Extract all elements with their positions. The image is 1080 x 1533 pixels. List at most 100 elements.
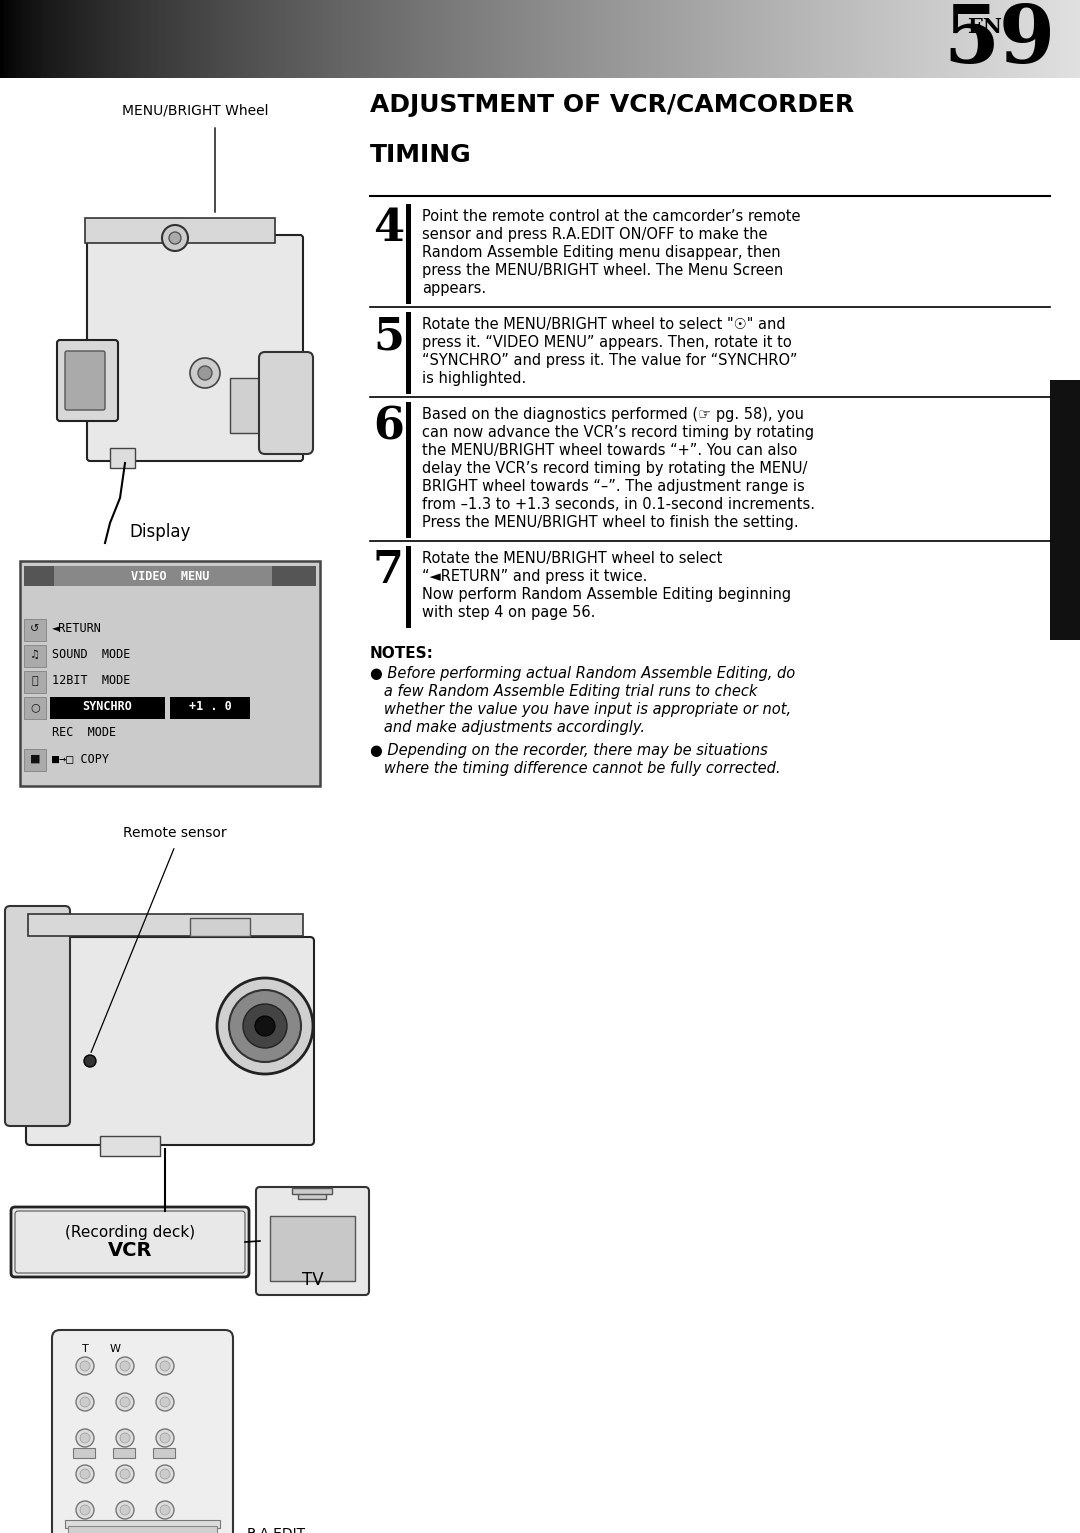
Bar xyxy=(419,0,421,78)
Bar xyxy=(143,0,146,78)
Bar xyxy=(468,0,470,78)
Bar xyxy=(190,918,249,937)
Bar xyxy=(175,0,178,78)
Bar xyxy=(227,0,229,78)
Text: 12BIT  MODE: 12BIT MODE xyxy=(52,675,131,687)
Bar xyxy=(751,0,754,78)
Bar xyxy=(513,0,516,78)
Bar xyxy=(1024,0,1026,78)
Bar xyxy=(572,0,576,78)
Circle shape xyxy=(80,1433,90,1443)
Bar xyxy=(700,0,702,78)
Text: ♫: ♫ xyxy=(30,650,40,661)
Bar xyxy=(607,0,610,78)
Bar xyxy=(886,0,888,78)
Bar xyxy=(281,0,283,78)
Bar xyxy=(729,0,732,78)
Bar xyxy=(164,0,167,78)
Bar xyxy=(524,0,527,78)
Bar xyxy=(732,0,734,78)
Text: W: W xyxy=(109,1344,121,1354)
Bar xyxy=(635,0,637,78)
Bar xyxy=(151,0,154,78)
Bar xyxy=(21,561,320,786)
Bar xyxy=(988,0,991,78)
Bar xyxy=(484,0,486,78)
Bar xyxy=(562,0,564,78)
Bar xyxy=(672,0,675,78)
Bar xyxy=(486,0,488,78)
Bar xyxy=(1058,0,1061,78)
Bar xyxy=(689,0,691,78)
Circle shape xyxy=(120,1397,130,1407)
Text: SYNCHRO: SYNCHRO xyxy=(82,701,132,713)
Bar xyxy=(907,0,909,78)
Bar xyxy=(659,0,661,78)
Bar xyxy=(170,698,249,719)
Bar xyxy=(85,218,275,244)
Bar xyxy=(52,0,54,78)
Bar xyxy=(197,0,200,78)
Bar xyxy=(389,0,391,78)
Bar xyxy=(786,0,788,78)
Text: R.A.EDIT: R.A.EDIT xyxy=(247,1527,306,1533)
Bar xyxy=(780,0,783,78)
Bar xyxy=(157,0,160,78)
Bar xyxy=(477,0,481,78)
Bar xyxy=(797,0,799,78)
Bar xyxy=(711,0,713,78)
Circle shape xyxy=(160,1505,170,1515)
Bar xyxy=(1015,0,1017,78)
Bar xyxy=(410,0,414,78)
Bar xyxy=(306,0,308,78)
Text: ■→□ COPY: ■→□ COPY xyxy=(52,753,109,765)
Bar xyxy=(351,0,354,78)
Bar xyxy=(864,0,867,78)
Bar xyxy=(297,0,300,78)
Text: NOTES:: NOTES: xyxy=(370,645,434,661)
Bar xyxy=(1039,0,1042,78)
Bar xyxy=(437,0,441,78)
Bar xyxy=(225,0,227,78)
Bar xyxy=(427,0,430,78)
Bar xyxy=(218,0,221,78)
Bar xyxy=(767,0,769,78)
Bar xyxy=(846,0,848,78)
Bar xyxy=(324,0,326,78)
Circle shape xyxy=(156,1466,174,1482)
Text: is highlighted.: is highlighted. xyxy=(422,371,526,386)
Bar xyxy=(977,0,981,78)
Bar xyxy=(972,0,975,78)
Circle shape xyxy=(217,978,313,1075)
Bar xyxy=(9,0,11,78)
Bar xyxy=(567,0,570,78)
Circle shape xyxy=(156,1357,174,1375)
Bar xyxy=(702,0,705,78)
Text: Point the remote control at the camcorder’s remote: Point the remote control at the camcorde… xyxy=(422,208,800,224)
Bar xyxy=(549,0,551,78)
Bar xyxy=(24,566,54,586)
Bar xyxy=(130,0,133,78)
Bar xyxy=(650,0,653,78)
Bar xyxy=(1004,0,1008,78)
Bar xyxy=(214,0,216,78)
Bar xyxy=(545,0,549,78)
Bar xyxy=(794,0,797,78)
Text: the MENU/BRIGHT wheel towards “+”. You can also: the MENU/BRIGHT wheel towards “+”. You c… xyxy=(422,443,797,458)
Bar xyxy=(826,0,829,78)
Bar xyxy=(265,0,268,78)
Bar xyxy=(173,0,175,78)
Bar xyxy=(994,0,996,78)
Bar xyxy=(149,0,151,78)
Bar xyxy=(446,0,448,78)
Bar xyxy=(243,0,246,78)
Bar xyxy=(362,0,365,78)
Bar xyxy=(24,619,46,641)
Bar xyxy=(343,0,346,78)
Bar xyxy=(292,0,294,78)
Bar xyxy=(937,0,940,78)
Bar xyxy=(970,0,972,78)
Bar xyxy=(313,0,315,78)
Bar xyxy=(135,0,138,78)
Bar xyxy=(406,204,411,304)
